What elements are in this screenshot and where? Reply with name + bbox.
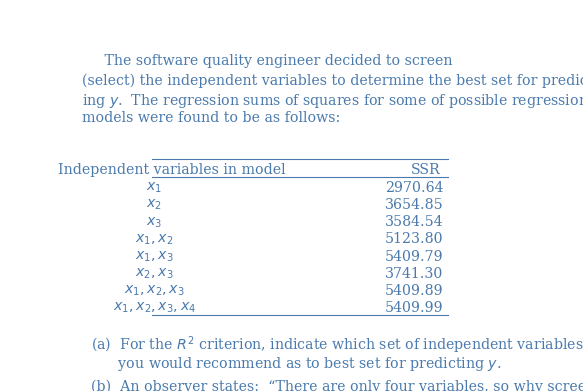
- Text: 2970.64: 2970.64: [385, 181, 444, 195]
- Text: $x_1, x_2$: $x_1, x_2$: [135, 232, 173, 247]
- Text: 3741.30: 3741.30: [385, 267, 444, 281]
- Text: $x_1, x_3$: $x_1, x_3$: [135, 249, 174, 264]
- Text: (select) the independent variables to determine the best set for predict-: (select) the independent variables to de…: [82, 74, 583, 88]
- Text: $x_1$: $x_1$: [146, 181, 162, 195]
- Text: 3654.85: 3654.85: [385, 198, 444, 212]
- Text: $x_3$: $x_3$: [146, 215, 162, 230]
- Text: $x_2$: $x_2$: [146, 198, 162, 212]
- Text: The software quality engineer decided to screen: The software quality engineer decided to…: [82, 54, 452, 68]
- Text: $x_2, x_3$: $x_2, x_3$: [135, 267, 174, 281]
- Text: 5409.99: 5409.99: [385, 301, 444, 315]
- Text: SSR: SSR: [410, 163, 440, 177]
- Text: 5123.80: 5123.80: [385, 232, 444, 246]
- Text: ing $y$.  The regression sums of squares for some of possible regression: ing $y$. The regression sums of squares …: [82, 92, 583, 110]
- Text: $x_1, x_2, x_3, x_4$: $x_1, x_2, x_3, x_4$: [113, 301, 196, 316]
- Text: 3584.54: 3584.54: [385, 215, 444, 229]
- Text: Independent variables in model: Independent variables in model: [58, 163, 286, 177]
- Text: models were found to be as follows:: models were found to be as follows:: [82, 111, 340, 126]
- Text: 5409.79: 5409.79: [385, 249, 444, 264]
- Text: (b)  An observer states:  “There are only four variables, so why screen?: (b) An observer states: “There are only …: [91, 379, 583, 391]
- Text: you would recommend as to best set for predicting $y$.: you would recommend as to best set for p…: [91, 355, 501, 373]
- Text: (a)  For the $R^2$ criterion, indicate which set of independent variables: (a) For the $R^2$ criterion, indicate wh…: [91, 335, 583, 356]
- Text: $x_1, x_2, x_3$: $x_1, x_2, x_3$: [124, 284, 185, 298]
- Text: 5409.89: 5409.89: [385, 284, 444, 298]
